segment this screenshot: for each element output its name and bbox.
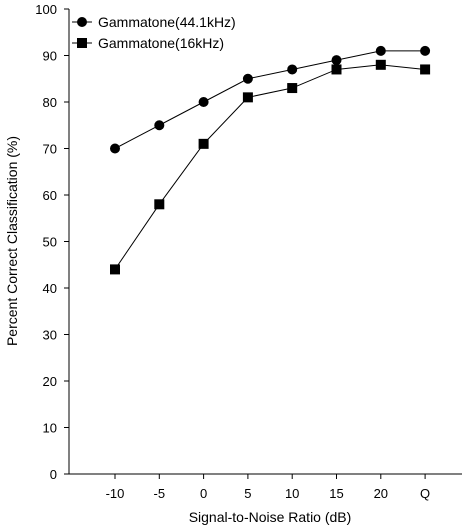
data-point-circle [242,73,253,84]
x-tick-label: 10 [285,486,299,501]
data-point-square [154,199,165,210]
y-tick-label: 50 [43,235,57,250]
legend-circle-marker [77,17,87,27]
y-tick-label: 0 [50,467,57,482]
y-tick-label: 10 [43,421,57,436]
data-point-square [110,264,120,275]
data-point-circle [331,55,342,66]
x-axis-title: Signal-to-Noise Ratio (dB) [189,509,352,525]
data-point-circle [420,45,431,56]
data-point-circle [154,120,165,131]
legend-entry-0: Gammatone(44.1kHz) [72,14,236,30]
series-line-0 [114,50,426,149]
data-point-circle [287,64,298,75]
y-ticks: 0 10 20 30 40 50 60 70 80 90 100 [35,2,69,482]
x-tick-label: 0 [200,486,207,501]
data-point-square [287,83,298,94]
series-line-1 [114,64,426,270]
data-point-square [331,64,342,75]
x-tick-label: 5 [244,486,251,501]
data-point-square [375,59,386,70]
data-point-square [198,138,209,149]
data-point-circle [110,143,120,154]
y-tick-label: 80 [43,95,57,110]
x-tick-label: 15 [329,486,343,501]
series-lines [114,50,426,270]
y-tick-label: 70 [43,142,57,157]
x-tick-label: -5 [154,486,166,501]
x-tick-label: 20 [374,486,388,501]
y-tick-label: 40 [43,281,57,296]
x-tick-label: -10 [106,486,125,501]
x-tick-label: Q [420,486,430,501]
legend-label-0: Gammatone(44.1kHz) [98,14,236,30]
legend-label-1: Gammatone(16kHz) [98,35,224,51]
legend-entry-1: Gammatone(16kHz) [72,35,224,51]
legend-square-marker [77,38,87,48]
y-tick-label: 20 [43,374,57,389]
y-axis-title: Percent Correct Classification (%) [4,136,20,346]
data-point-square [242,92,253,103]
data-point-circle [375,45,386,56]
y-tick-label: 90 [43,49,57,64]
y-tick-label: 30 [43,328,57,343]
series-markers [110,45,431,275]
legend: Gammatone(44.1kHz) Gammatone(16kHz) [72,14,236,51]
chart-axes [68,9,462,475]
y-tick-label: 100 [35,2,57,17]
x-ticks: -10 -5 0 5 10 15 20 Q [106,474,430,501]
data-point-square [420,64,431,75]
y-tick-label: 60 [43,188,57,203]
data-point-circle [198,97,209,107]
